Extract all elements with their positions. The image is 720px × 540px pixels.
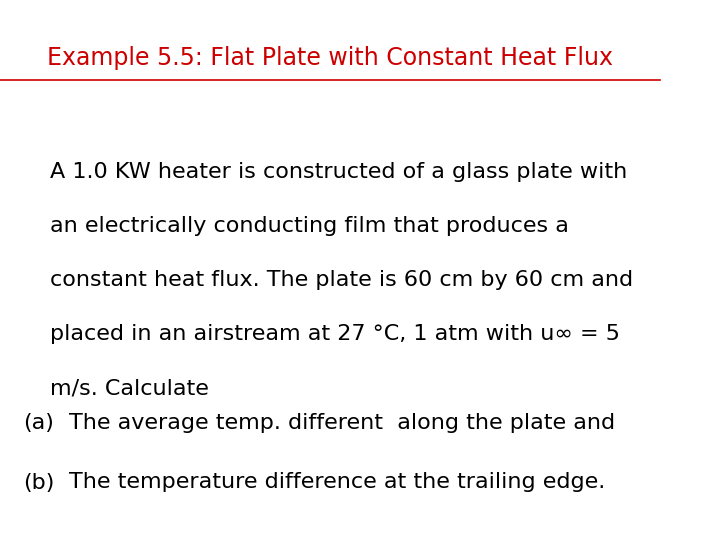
Text: constant heat flux. The plate is 60 cm by 60 cm and: constant heat flux. The plate is 60 cm b… <box>50 270 633 290</box>
Text: A 1.0 KW heater is constructed of a glass plate with: A 1.0 KW heater is constructed of a glas… <box>50 162 627 182</box>
Text: (b): (b) <box>24 472 55 492</box>
Text: Example 5.5: Flat Plate with Constant Heat Flux: Example 5.5: Flat Plate with Constant He… <box>47 46 613 70</box>
Text: m/s. Calculate: m/s. Calculate <box>50 378 209 398</box>
Text: The temperature difference at the trailing edge.: The temperature difference at the traili… <box>69 472 606 492</box>
Text: The average temp. different  along the plate and: The average temp. different along the pl… <box>69 413 616 433</box>
Text: (a): (a) <box>24 413 55 433</box>
Text: placed in an airstream at 27 °C, 1 atm with u∞ = 5: placed in an airstream at 27 °C, 1 atm w… <box>50 324 620 344</box>
Text: an electrically conducting film that produces a: an electrically conducting film that pro… <box>50 216 569 236</box>
